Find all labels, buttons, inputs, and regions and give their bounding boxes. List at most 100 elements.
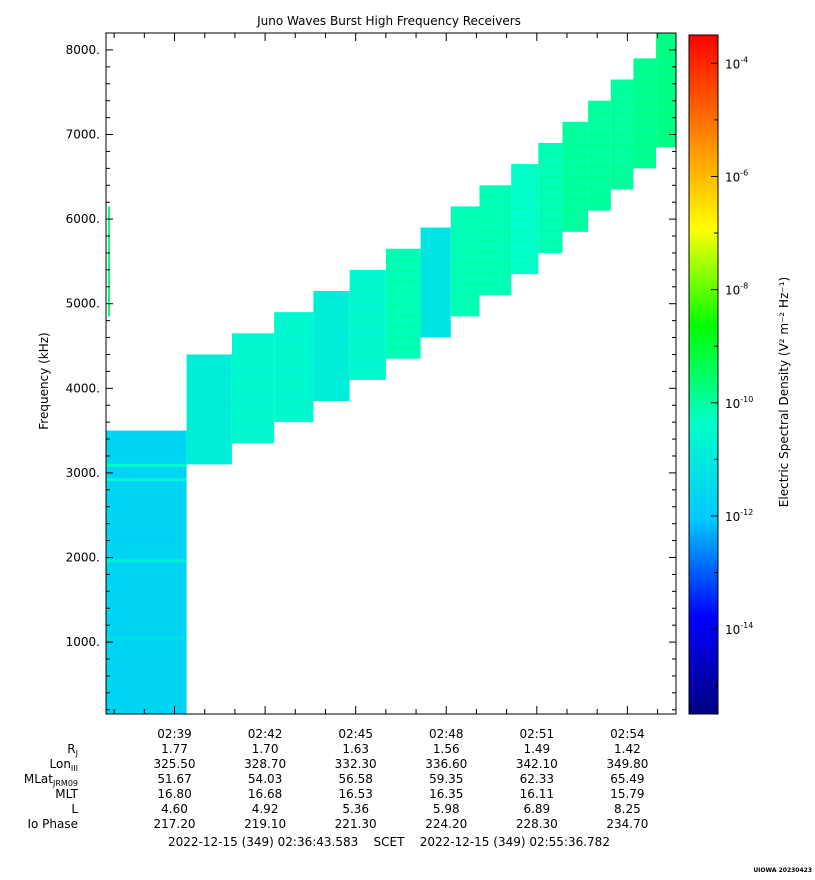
block-band — [450, 305, 480, 307]
block-band — [186, 365, 232, 367]
ephemeris-value: 332.30 — [335, 757, 377, 771]
block-band — [450, 239, 480, 241]
block-band — [511, 252, 539, 254]
block-band — [588, 122, 611, 124]
block-band — [633, 91, 657, 93]
block-band — [562, 165, 589, 167]
ephemeris-value: 328.70 — [244, 757, 286, 771]
block-band — [588, 177, 611, 179]
block-band — [562, 143, 589, 145]
spectrogram-block — [511, 164, 539, 275]
block-band — [610, 112, 634, 114]
block-band — [231, 366, 275, 368]
block-band — [588, 199, 611, 201]
emission-line — [106, 559, 187, 563]
block-band — [313, 357, 350, 359]
block-band — [231, 410, 275, 412]
block-band — [538, 186, 563, 188]
block-band — [511, 241, 539, 243]
block-band — [450, 261, 480, 263]
emission-line — [106, 463, 187, 467]
block-band — [186, 376, 232, 378]
block-band — [274, 356, 314, 358]
block-band — [274, 367, 314, 369]
block-band — [231, 388, 275, 390]
ephemeris-value: 1.49 — [523, 742, 550, 756]
plot-frame — [105, 32, 677, 715]
block-band — [349, 324, 386, 326]
ephemeris-value: 1.70 — [252, 742, 279, 756]
y-axis-label: Frequency (kHz) — [37, 332, 51, 429]
block-band — [385, 303, 421, 305]
block-band — [610, 178, 634, 180]
y-tick-label: 1000. — [66, 635, 100, 649]
y-tick-label: 2000. — [66, 550, 100, 564]
block-band — [610, 167, 634, 169]
ephemeris-value: 234.70 — [606, 817, 648, 831]
emission-line — [106, 636, 187, 640]
block-band — [106, 657, 187, 659]
y-tick-label: 8000. — [66, 43, 100, 57]
block-band — [633, 146, 657, 148]
block-band — [385, 347, 421, 349]
block-band — [656, 67, 676, 69]
block-band — [511, 197, 539, 199]
emission-spike — [108, 206, 111, 317]
block-band — [633, 102, 657, 104]
block-band — [349, 280, 386, 282]
block-band — [313, 324, 350, 326]
ephemeris-value: 217.20 — [154, 817, 196, 831]
colorbar-gradient — [688, 34, 719, 715]
x-tick-label: 02:54 — [610, 727, 645, 741]
ephemeris-value: 342.10 — [516, 757, 558, 771]
block-band — [562, 132, 589, 134]
colorbar: 10-4 10-6 10-8 10-10 10-12 10-14 — [688, 34, 753, 715]
ephemeris-label: RJ — [67, 742, 78, 758]
ephemeris-value: 325.50 — [154, 757, 196, 771]
block-band — [479, 284, 512, 286]
block-band — [186, 398, 232, 400]
ephemeris-label: LonIII — [50, 757, 79, 773]
block-band — [656, 55, 676, 57]
y-tick-label: 4000. — [66, 381, 100, 395]
block-band — [610, 156, 634, 158]
ephemeris-value: 1.77 — [161, 742, 188, 756]
block-band — [656, 90, 676, 92]
block-band — [106, 543, 187, 545]
y-tick-label: 7000. — [66, 128, 100, 142]
block-band — [656, 135, 676, 137]
spectrogram-block — [420, 227, 451, 338]
block-band — [420, 271, 451, 273]
block-band — [562, 220, 589, 222]
colorbar-label: Electric Spectral Density (V² m⁻² Hz⁻¹) — [777, 277, 791, 507]
block-band — [450, 217, 480, 219]
block-band — [313, 335, 350, 337]
ephemeris-label: L — [71, 802, 78, 816]
block-band — [313, 302, 350, 304]
block-band — [562, 176, 589, 178]
time-span: 2022-12-15 (349) 02:36:43.583 SCET 2022-… — [168, 835, 610, 849]
spectrogram-block — [633, 58, 657, 169]
block-band — [231, 355, 275, 357]
block-band — [610, 123, 634, 125]
x-tick-label: 02:45 — [338, 727, 373, 741]
block-band — [420, 326, 451, 328]
ephemeris-value: 54.03 — [248, 772, 282, 786]
block-band — [349, 346, 386, 348]
ephemeris-value: 5.36 — [342, 802, 369, 816]
colorbar-tick-label: 10-8 — [725, 282, 748, 298]
x-tick-label: 02:51 — [520, 727, 555, 741]
block-band — [538, 219, 563, 221]
block-band — [274, 400, 314, 402]
block-band — [511, 219, 539, 221]
ephemeris-value: 1.63 — [342, 742, 369, 756]
credit-stamp: UIOWA 20230423 — [753, 867, 812, 874]
ephemeris-value: 16.68 — [248, 787, 282, 801]
block-band — [656, 44, 676, 46]
ephemeris-value: 228.30 — [516, 817, 558, 831]
block-band — [450, 228, 480, 230]
block-band — [385, 259, 421, 261]
block-band — [562, 209, 589, 211]
chart-title: Juno Waves Burst High Frequency Receiver… — [256, 14, 521, 28]
